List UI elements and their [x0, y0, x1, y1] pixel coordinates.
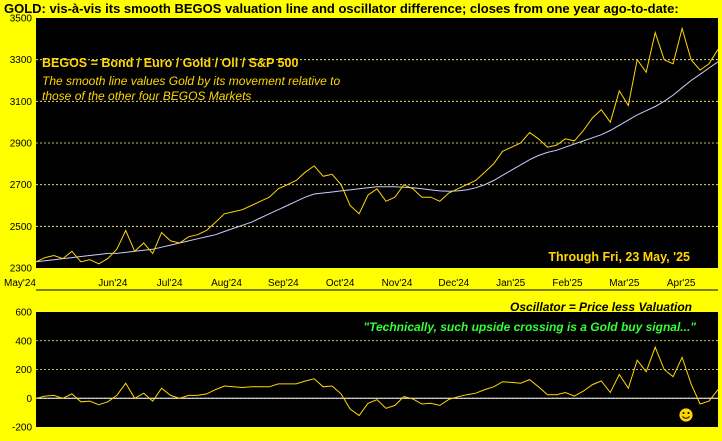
smiley-icon — [678, 407, 694, 423]
upper-y-tick-label: 3300 — [10, 55, 33, 66]
upper-y-tick-label: 2500 — [10, 222, 33, 233]
lower-y-tick-label: 400 — [15, 336, 32, 347]
upper-y-tick-label: 2900 — [10, 139, 33, 150]
chart-title: GOLD: vis-à-vis its smooth BEGOS valuati… — [4, 1, 679, 16]
x-tick-label: Feb'25 — [552, 278, 583, 289]
oscillator-quote: "Technically, such upside crossing is a … — [363, 320, 696, 334]
x-tick-label: Jan'25 — [496, 278, 526, 289]
upper-y-tick-label: 3100 — [10, 97, 33, 108]
x-tick-label: Jun'24 — [98, 278, 128, 289]
lower-y-tick-labels: -200 0 200 400 600 — [12, 308, 32, 434]
lower-y-tick-label: 200 — [15, 365, 32, 376]
x-tick-label: Dec'24 — [438, 278, 469, 289]
upper-y-tick-label: 2700 — [10, 180, 33, 191]
x-tick-label: Mar'25 — [609, 278, 640, 289]
x-tick-label: Apr'25 — [667, 278, 696, 289]
x-tick-label: Jul'24 — [157, 278, 183, 289]
legend-title: BEGOS = Bond / Euro / Gold / Oil / S&P 5… — [42, 56, 299, 70]
x-tick-label: Sep'24 — [268, 278, 299, 289]
upper-y-tick-label: 2300 — [10, 264, 33, 275]
x-tick-label: Aug'24 — [211, 278, 242, 289]
lower-y-tick-label: 0 — [26, 394, 32, 405]
lower-y-tick-label: 600 — [15, 308, 32, 319]
lower-y-tick-label: -200 — [12, 423, 32, 434]
legend-note: The smooth line values Gold by its movem… — [42, 74, 341, 103]
upper-gridlines — [36, 59, 718, 227]
upper-y-tick-labels: 2300 2500 2700 2900 3100 3300 3500 — [10, 14, 33, 275]
x-tick-labels: May'24 Jun'24 Jul'24 Aug'24 Sep'24 Oct'24 Nov'… — [4, 278, 696, 289]
oscillator-line — [35, 345, 719, 417]
gold-price-line — [35, 26, 719, 265]
x-tick-label: May'24 — [4, 278, 36, 289]
x-tick-label: Oct'24 — [326, 278, 355, 289]
through-date-label: Through Fri, 23 May, '25 — [548, 250, 690, 264]
upper-y-tick-label: 3500 — [10, 14, 33, 25]
x-tick-label: Nov'24 — [382, 278, 413, 289]
oscillator-label: Oscillator = Price less Valuation — [510, 300, 692, 314]
